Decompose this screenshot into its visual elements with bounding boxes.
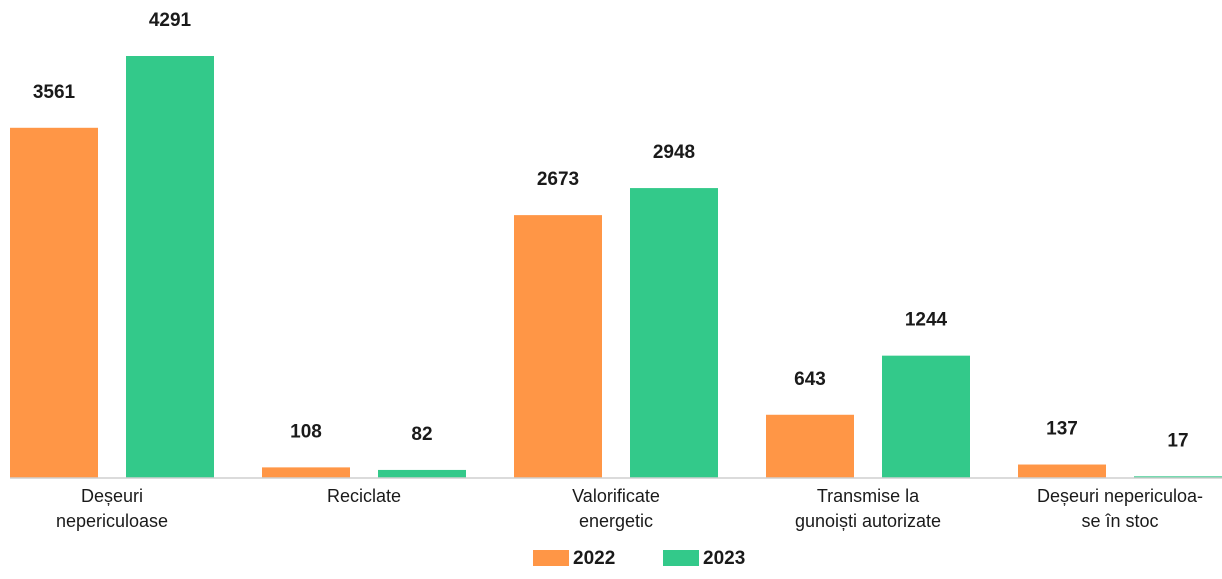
value-label-2022-2: 2673 <box>537 169 579 190</box>
value-label-2022-1: 108 <box>290 421 322 442</box>
bar-2023-3 <box>882 355 970 478</box>
bar-2023-1 <box>378 469 466 478</box>
bar-2023-0 <box>126 56 214 478</box>
bar-2022-1 <box>262 467 350 478</box>
value-label-2023-0: 4291 <box>149 10 192 31</box>
value-label-2022-4: 137 <box>1046 419 1078 440</box>
value-labels-group: 3561 4291 108 82 2673 2948 643 1244 137 17 <box>33 10 1189 451</box>
category-label-1: Reciclate <box>327 486 401 506</box>
bar-2022-4 <box>1018 464 1106 478</box>
bar-2023-4 <box>1134 476 1222 478</box>
value-label-2023-4: 17 <box>1167 430 1188 451</box>
value-label-2022-0: 3561 <box>33 82 76 103</box>
bar-2022-2 <box>514 215 602 479</box>
value-label-2022-3: 643 <box>794 369 826 390</box>
legend-label-2022: 2022 <box>573 548 615 569</box>
legend-swatch-2022 <box>533 550 569 566</box>
legend-swatch-2023 <box>663 550 699 566</box>
category-label-4: Deșeuri nepericuloa-se în stoc <box>1037 486 1203 531</box>
category-label-2: Valorificate energetic <box>572 486 660 531</box>
bar-2022-3 <box>766 414 854 478</box>
category-labels-group: Deșeuri nepericuloase Reciclate Valorificat… <box>56 486 1203 531</box>
value-label-2023-1: 82 <box>411 424 432 445</box>
value-label-2023-2: 2948 <box>653 142 695 163</box>
bar-2023-2 <box>630 188 718 479</box>
legend-label-2023: 2023 <box>703 548 745 569</box>
category-label-0: Deșeuri nepericuloase <box>56 486 168 531</box>
bar-2022-0 <box>10 127 98 479</box>
category-label-3: Transmise la gunoiști autorizate <box>795 486 941 531</box>
legend: 2022 2023 <box>533 548 745 569</box>
bars-group <box>10 56 1222 479</box>
value-label-2023-3: 1244 <box>905 310 948 331</box>
